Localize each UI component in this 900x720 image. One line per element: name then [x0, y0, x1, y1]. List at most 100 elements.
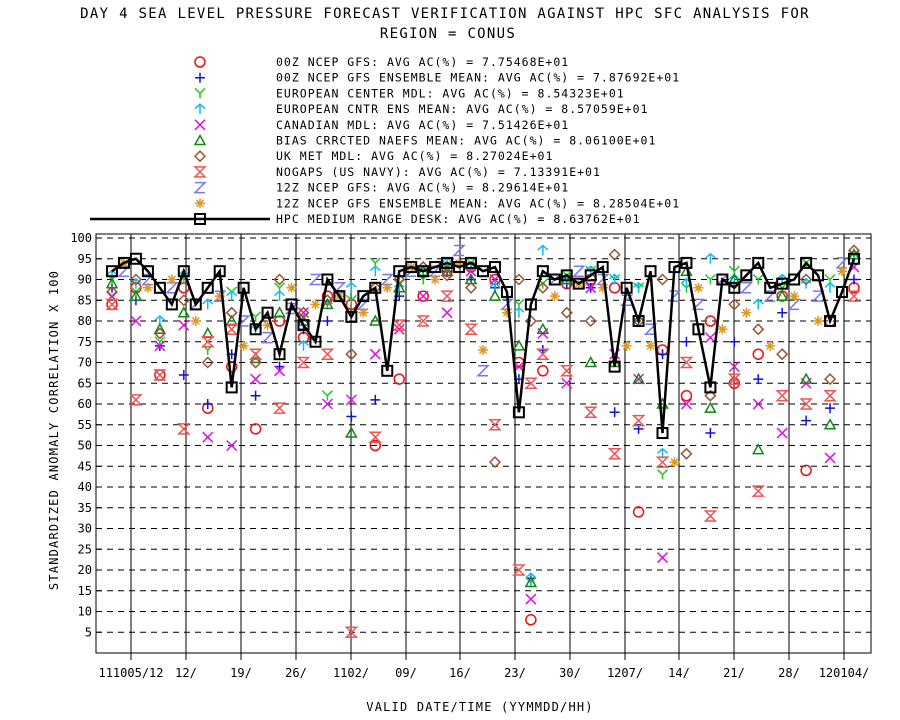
- series-10: [106, 252, 860, 440]
- data-point: [369, 281, 382, 294]
- data-point: [584, 314, 597, 328]
- y-axis: 5 10 15 20 25 30 35 40 45 50 55 60 65 70 75 80 85 90 95 100: [70, 231, 102, 639]
- data-point: [645, 340, 656, 351]
- data-point: [609, 407, 620, 418]
- data-point: [656, 427, 669, 440]
- legend-separator: :: [482, 196, 498, 210]
- data-point: [849, 274, 859, 285]
- data-point: [417, 290, 429, 302]
- data-point: [129, 394, 143, 406]
- data-point: [512, 273, 525, 286]
- data-point: [561, 377, 573, 389]
- data-point: [321, 273, 334, 286]
- data-point: [765, 340, 776, 351]
- data-point: [597, 282, 608, 293]
- y-axis-label: STANDARDIZED ANOMALY CORRELATION X 100: [47, 270, 61, 590]
- data-point: [788, 273, 801, 286]
- data-point: [536, 348, 550, 360]
- data-point: [248, 348, 263, 360]
- legend-marker: [194, 213, 206, 225]
- data-point: [225, 360, 238, 373]
- data-point: [202, 399, 213, 409]
- legend-separator: :: [482, 71, 498, 85]
- legend-avg-label: AVG AC(%) =: [387, 181, 482, 195]
- data-point: [105, 298, 119, 311]
- data-point: [117, 256, 130, 269]
- legend-avg-value: 7.13391E+01: [514, 165, 601, 179]
- data-point: [225, 306, 238, 319]
- data-point: [392, 319, 407, 331]
- data-point: [799, 372, 813, 384]
- data-point: [813, 316, 824, 326]
- data-point: [488, 456, 502, 469]
- data-point: [728, 361, 740, 373]
- y-tick-label: 60: [78, 397, 92, 411]
- legend-avg-label: AVG AC(%) =: [387, 55, 482, 69]
- data-point: [823, 389, 837, 402]
- data-point: [764, 281, 777, 294]
- data-point: [369, 265, 381, 277]
- data-point: [704, 332, 716, 344]
- data-point: [704, 315, 717, 327]
- data-point: [704, 401, 717, 413]
- data-point: [393, 323, 405, 335]
- data-point: [165, 298, 178, 311]
- data-point: [812, 269, 825, 282]
- data-point: [789, 291, 800, 302]
- legend-label: CANADIAN MDL: AVG AC(%) = 7.51426E+01: [276, 118, 569, 132]
- data-point: [141, 265, 154, 278]
- x-tick-label: 23/: [504, 666, 526, 680]
- x-tick-label: 16/: [449, 666, 471, 680]
- data-point: [549, 291, 560, 302]
- data-point: [250, 373, 262, 385]
- data-point: [716, 273, 729, 286]
- legend-marker: [193, 133, 207, 146]
- legend-separator: :: [442, 212, 458, 226]
- legend-entry: CANADIAN MDL: AVG AC(%) = 7.51426E+01: [194, 118, 569, 132]
- data-point: [129, 273, 142, 286]
- data-point: [345, 394, 357, 406]
- data-point: [225, 381, 238, 394]
- data-point: [333, 290, 346, 303]
- data-point: [585, 282, 597, 294]
- data-point: [297, 307, 310, 319]
- data-point: [560, 272, 574, 285]
- data-point: [321, 297, 334, 310]
- data-point: [669, 457, 680, 468]
- data-point: [680, 389, 693, 402]
- x-tick-label: 120104/: [819, 666, 870, 680]
- data-point: [129, 252, 142, 265]
- data-point: [369, 314, 382, 326]
- data-point: [154, 340, 166, 352]
- data-point: [464, 323, 478, 336]
- data-point: [382, 282, 393, 293]
- data-point: [285, 298, 298, 311]
- x-tick-label: 12/: [175, 666, 197, 680]
- data-point: [752, 323, 765, 336]
- chart-title: DAY 4 SEA LEVEL PRESSURE FORECAST VERIFI…: [80, 6, 810, 22]
- data-point: [178, 369, 189, 380]
- legend-label: EUROPEAN CENTER MDL: AVG AC(%) = 8.54323…: [276, 86, 625, 100]
- data-point: [153, 281, 166, 294]
- legend-avg-label: AVG AC(%) =: [458, 212, 553, 226]
- data-point: [537, 365, 549, 377]
- data-point: [559, 365, 574, 377]
- legend-avg-value: 8.54323E+01: [538, 86, 625, 100]
- data-point: [142, 282, 153, 293]
- legend-avg-value: 8.57059E+01: [561, 102, 648, 116]
- data-point: [177, 306, 191, 318]
- data-point: [524, 298, 537, 311]
- data-point: [525, 593, 537, 605]
- data-point: [681, 336, 692, 347]
- data-point: [465, 256, 478, 269]
- data-point: [345, 281, 357, 293]
- data-point: [824, 315, 837, 327]
- x-tick-label: 21/: [723, 666, 745, 680]
- data-point: [633, 281, 645, 293]
- data-point: [776, 348, 789, 361]
- data-point: [548, 273, 561, 286]
- y-tick-label: 40: [78, 480, 92, 494]
- legend-separator: :: [403, 165, 419, 179]
- legend-separator: :: [371, 181, 387, 195]
- data-point: [741, 307, 752, 318]
